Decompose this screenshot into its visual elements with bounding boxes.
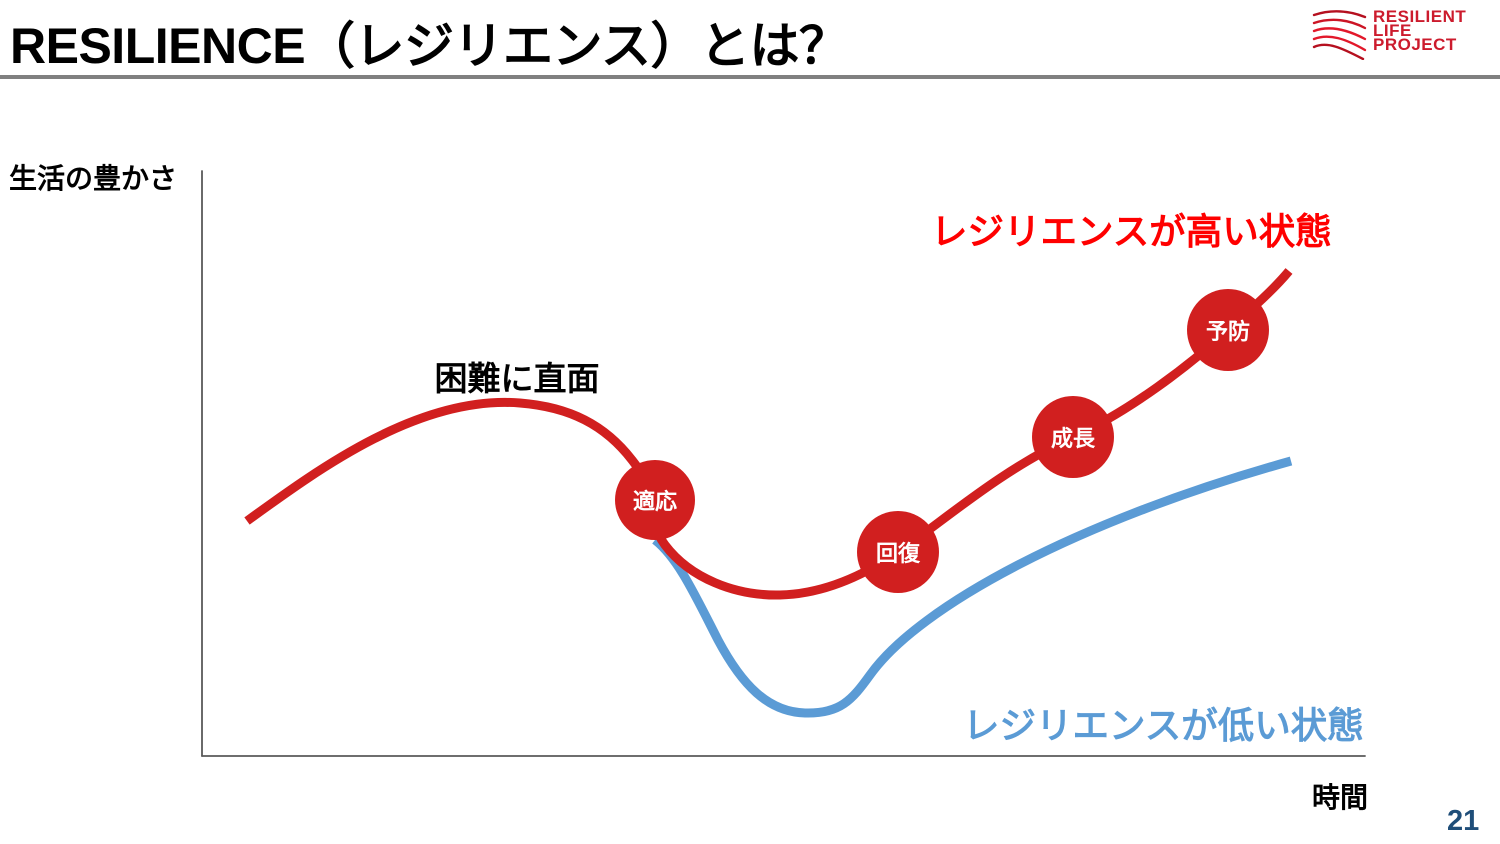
svg-text:予防: 予防 (1206, 319, 1250, 344)
svg-text:回復: 回復 (876, 541, 921, 566)
svg-text:困難に直面: 困難に直面 (435, 360, 600, 397)
svg-text:適応: 適応 (633, 489, 677, 514)
svg-text:成長: 成長 (1051, 426, 1096, 451)
